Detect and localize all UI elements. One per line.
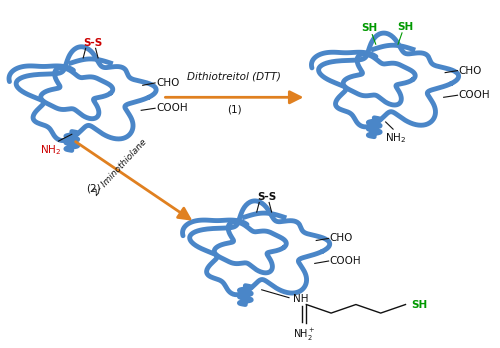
Text: SH: SH: [361, 23, 378, 33]
Text: NH: NH: [293, 294, 308, 304]
Text: SH: SH: [398, 22, 413, 32]
Text: Dithiotreitol (DTT): Dithiotreitol (DTT): [188, 72, 282, 82]
Text: (2): (2): [86, 183, 101, 193]
Text: COOH: COOH: [458, 90, 490, 100]
Text: 2- Iminothiolane: 2- Iminothiolane: [92, 137, 148, 197]
Text: (1): (1): [227, 104, 242, 114]
Text: NH$_2$: NH$_2$: [40, 143, 62, 157]
Text: CHO: CHO: [330, 234, 353, 243]
Text: S-S: S-S: [257, 192, 276, 202]
Text: COOH: COOH: [330, 256, 361, 266]
Text: SH: SH: [412, 300, 428, 309]
Text: CHO: CHO: [156, 78, 180, 88]
Text: NH$_2^+$: NH$_2^+$: [292, 327, 315, 343]
Text: COOH: COOH: [156, 103, 188, 113]
Text: CHO: CHO: [458, 65, 482, 76]
Text: S-S: S-S: [84, 38, 102, 48]
Text: NH$_2$: NH$_2$: [385, 132, 406, 145]
